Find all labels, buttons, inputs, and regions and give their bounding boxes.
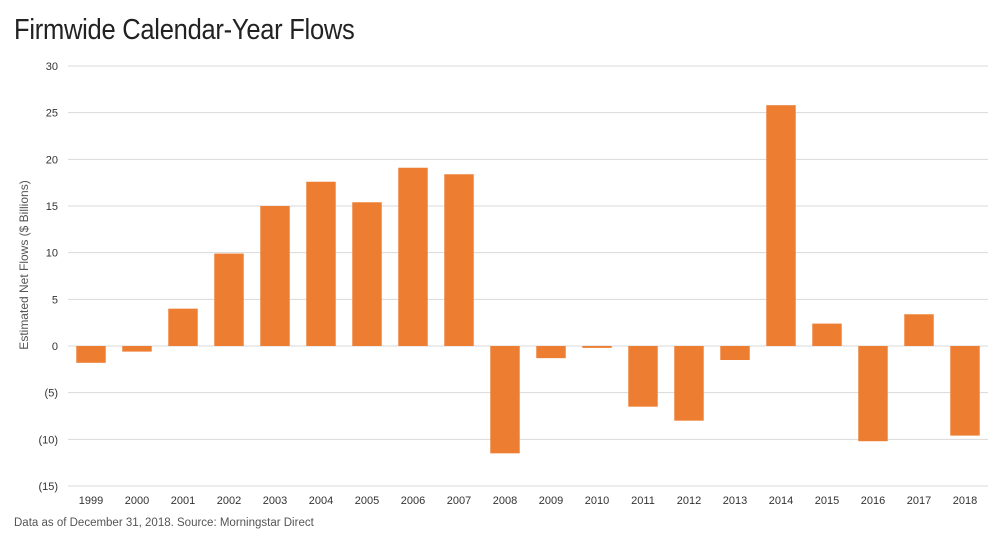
bars — [76, 105, 980, 454]
x-tick-label: 2012 — [677, 495, 701, 507]
y-tick-label: 30 — [46, 61, 58, 73]
x-tick-label: 2013 — [723, 495, 747, 507]
x-tick-label: 2018 — [953, 495, 977, 507]
y-axis-ticks: 30 25 20 15 10 5 0 (5) (10) (15) — [38, 61, 58, 493]
x-tick-label: 2001 — [171, 495, 195, 507]
bar-2010 — [582, 346, 612, 348]
x-tick-label: 2011 — [631, 495, 655, 507]
footnote: Data as of December 31, 2018. Source: Mo… — [14, 517, 314, 529]
gridlines — [68, 65, 988, 487]
bar-2004 — [306, 181, 336, 346]
bar-2000 — [122, 346, 152, 352]
bar-2016 — [858, 346, 888, 442]
chart-title: Firmwide Calendar-Year Flows — [14, 14, 355, 46]
x-tick-label: 2008 — [493, 495, 517, 507]
bar-2014 — [766, 105, 796, 346]
x-tick-label: 2016 — [861, 495, 885, 507]
x-tick-label: 2003 — [263, 495, 287, 507]
x-tick-label: 2014 — [769, 495, 793, 507]
y-tick-label: 20 — [46, 154, 58, 166]
bar-2007 — [444, 174, 474, 346]
y-tick-label: 15 — [46, 201, 58, 213]
x-tick-label: 2015 — [815, 495, 839, 507]
bar-2015 — [812, 323, 842, 346]
bar-2012 — [674, 346, 704, 421]
y-tick-label: 25 — [46, 108, 58, 120]
y-tick-label: 0 — [52, 341, 58, 353]
bar-2006 — [398, 167, 428, 346]
bar-2002 — [214, 253, 244, 346]
y-tick-label: (15) — [38, 481, 58, 493]
bar-2013 — [720, 346, 750, 360]
bar-2018 — [950, 346, 980, 436]
x-tick-label: 2004 — [309, 495, 333, 507]
y-tick-label: 10 — [46, 248, 58, 260]
bar-2001 — [168, 308, 198, 346]
x-tick-label: 2000 — [125, 495, 149, 507]
x-tick-label: 1999 — [79, 495, 103, 507]
y-tick-label: (10) — [38, 434, 58, 446]
x-tick-label: 2007 — [447, 495, 471, 507]
bar-2011 — [628, 346, 658, 407]
x-axis-ticks: 1999 2000 2001 2002 2003 2004 2005 2006 2007 2008… — [79, 495, 977, 507]
bar-1999 — [76, 346, 106, 363]
x-tick-label: 2017 — [907, 495, 931, 507]
y-tick-label: 5 — [52, 294, 58, 306]
x-tick-label: 2009 — [539, 495, 563, 507]
bar-2005 — [352, 202, 382, 346]
x-tick-label: 2005 — [355, 495, 379, 507]
y-axis-label: Estimated Net Flows ($ Billions) — [17, 180, 31, 349]
x-tick-label: 2006 — [401, 495, 425, 507]
x-tick-label: 2002 — [217, 495, 241, 507]
bar-2017 — [904, 314, 934, 346]
x-tick-label: 2010 — [585, 495, 609, 507]
bar-2009 — [536, 346, 566, 359]
bar-2003 — [260, 206, 290, 346]
y-tick-label: (5) — [45, 388, 58, 400]
bar-2008 — [490, 346, 520, 454]
